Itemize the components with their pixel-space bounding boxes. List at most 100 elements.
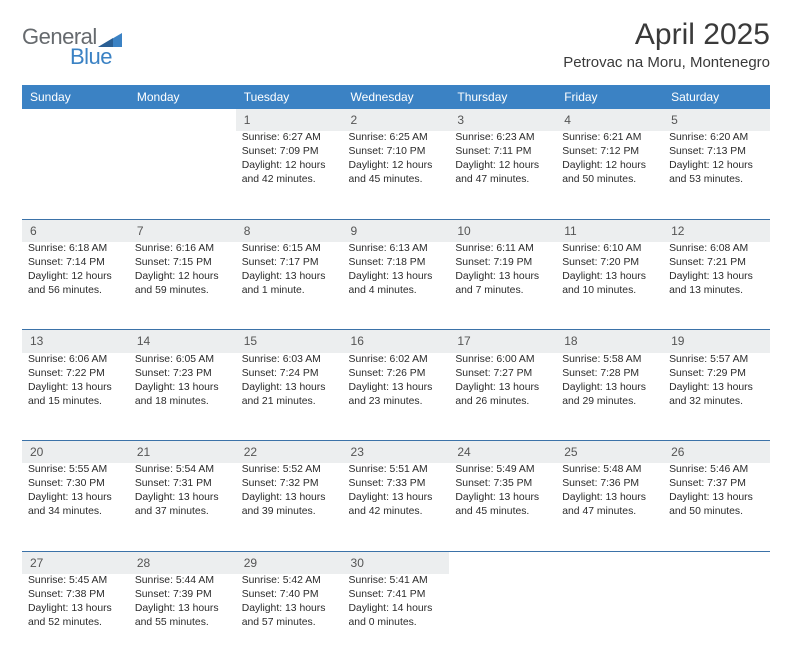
daylight-text-1: Daylight: 13 hours <box>455 381 550 395</box>
sunrise-text: Sunrise: 6:10 AM <box>562 242 657 256</box>
sunrise-text: Sunrise: 5:41 AM <box>349 574 444 588</box>
sunrise-text: Sunrise: 5:42 AM <box>242 574 337 588</box>
sunrise-text: Sunrise: 6:11 AM <box>455 242 550 256</box>
day-number-row: 20212223242526 <box>22 441 770 464</box>
logo: General Blue <box>22 24 122 70</box>
daylight-text-2: and 39 minutes. <box>242 505 337 519</box>
day-detail-cell <box>129 131 236 219</box>
sunrise-text: Sunrise: 6:27 AM <box>242 131 337 145</box>
daylight-text-2: and 29 minutes. <box>562 395 657 409</box>
sunset-text: Sunset: 7:38 PM <box>28 588 123 602</box>
day-detail-cell: Sunrise: 5:57 AMSunset: 7:29 PMDaylight:… <box>663 353 770 441</box>
day-detail-cell <box>449 574 556 662</box>
sunrise-text: Sunrise: 6:05 AM <box>135 353 230 367</box>
day-detail-cell: Sunrise: 6:23 AMSunset: 7:11 PMDaylight:… <box>449 131 556 219</box>
weekday-header-row: Sunday Monday Tuesday Wednesday Thursday… <box>22 85 770 109</box>
day-detail-cell: Sunrise: 6:08 AMSunset: 7:21 PMDaylight:… <box>663 242 770 330</box>
sunset-text: Sunset: 7:35 PM <box>455 477 550 491</box>
day-number-cell: 5 <box>663 109 770 131</box>
daylight-text-1: Daylight: 13 hours <box>455 270 550 284</box>
day-number-cell: 1 <box>236 109 343 131</box>
sunrise-text: Sunrise: 6:03 AM <box>242 353 337 367</box>
daylight-text-1: Daylight: 13 hours <box>28 381 123 395</box>
daylight-text-1: Daylight: 13 hours <box>135 491 230 505</box>
day-detail-cell: Sunrise: 6:00 AMSunset: 7:27 PMDaylight:… <box>449 353 556 441</box>
day-number-cell: 18 <box>556 330 663 353</box>
weekday-header: Tuesday <box>236 85 343 109</box>
sunset-text: Sunset: 7:26 PM <box>349 367 444 381</box>
sunrise-text: Sunrise: 6:02 AM <box>349 353 444 367</box>
day-number-row: 6789101112 <box>22 219 770 242</box>
day-detail-cell: Sunrise: 5:54 AMSunset: 7:31 PMDaylight:… <box>129 463 236 551</box>
day-detail-cell: Sunrise: 6:18 AMSunset: 7:14 PMDaylight:… <box>22 242 129 330</box>
day-detail-row: Sunrise: 5:55 AMSunset: 7:30 PMDaylight:… <box>22 463 770 551</box>
day-number-row: 12345 <box>22 109 770 131</box>
day-number-cell: 19 <box>663 330 770 353</box>
day-number-cell: 11 <box>556 219 663 242</box>
sunrise-text: Sunrise: 6:06 AM <box>28 353 123 367</box>
day-number-cell: 13 <box>22 330 129 353</box>
weekday-header: Monday <box>129 85 236 109</box>
sunrise-text: Sunrise: 6:13 AM <box>349 242 444 256</box>
day-detail-cell: Sunrise: 6:25 AMSunset: 7:10 PMDaylight:… <box>343 131 450 219</box>
day-number-cell: 17 <box>449 330 556 353</box>
day-detail-cell <box>22 131 129 219</box>
sunset-text: Sunset: 7:30 PM <box>28 477 123 491</box>
day-number-cell: 3 <box>449 109 556 131</box>
day-detail-cell: Sunrise: 6:10 AMSunset: 7:20 PMDaylight:… <box>556 242 663 330</box>
daylight-text-1: Daylight: 12 hours <box>349 159 444 173</box>
daylight-text-1: Daylight: 13 hours <box>242 602 337 616</box>
sunset-text: Sunset: 7:11 PM <box>455 145 550 159</box>
sunrise-text: Sunrise: 6:08 AM <box>669 242 764 256</box>
weekday-header: Sunday <box>22 85 129 109</box>
day-number-cell <box>22 109 129 131</box>
daylight-text-2: and 18 minutes. <box>135 395 230 409</box>
sunset-text: Sunset: 7:27 PM <box>455 367 550 381</box>
sunset-text: Sunset: 7:36 PM <box>562 477 657 491</box>
day-number-cell: 27 <box>22 551 129 574</box>
sunrise-text: Sunrise: 5:44 AM <box>135 574 230 588</box>
daylight-text-2: and 53 minutes. <box>669 173 764 187</box>
sunset-text: Sunset: 7:23 PM <box>135 367 230 381</box>
day-detail-cell: Sunrise: 6:16 AMSunset: 7:15 PMDaylight:… <box>129 242 236 330</box>
day-number-cell: 25 <box>556 441 663 464</box>
day-number-cell: 4 <box>556 109 663 131</box>
daylight-text-1: Daylight: 12 hours <box>669 159 764 173</box>
day-number-cell <box>556 551 663 574</box>
sunrise-text: Sunrise: 5:52 AM <box>242 463 337 477</box>
daylight-text-2: and 57 minutes. <box>242 616 337 630</box>
day-number-cell: 14 <box>129 330 236 353</box>
sunset-text: Sunset: 7:29 PM <box>669 367 764 381</box>
sunset-text: Sunset: 7:28 PM <box>562 367 657 381</box>
day-number-cell: 24 <box>449 441 556 464</box>
sunset-text: Sunset: 7:22 PM <box>28 367 123 381</box>
daylight-text-2: and 50 minutes. <box>562 173 657 187</box>
sunrise-text: Sunrise: 6:15 AM <box>242 242 337 256</box>
day-detail-cell: Sunrise: 5:41 AMSunset: 7:41 PMDaylight:… <box>343 574 450 662</box>
day-detail-cell: Sunrise: 5:48 AMSunset: 7:36 PMDaylight:… <box>556 463 663 551</box>
daylight-text-1: Daylight: 13 hours <box>28 602 123 616</box>
daylight-text-1: Daylight: 13 hours <box>562 381 657 395</box>
weekday-header: Friday <box>556 85 663 109</box>
daylight-text-2: and 55 minutes. <box>135 616 230 630</box>
daylight-text-2: and 42 minutes. <box>242 173 337 187</box>
daylight-text-1: Daylight: 13 hours <box>28 491 123 505</box>
daylight-text-1: Daylight: 12 hours <box>455 159 550 173</box>
daylight-text-1: Daylight: 13 hours <box>669 270 764 284</box>
daylight-text-2: and 42 minutes. <box>349 505 444 519</box>
sunrise-text: Sunrise: 5:48 AM <box>562 463 657 477</box>
daylight-text-1: Daylight: 14 hours <box>349 602 444 616</box>
day-detail-row: Sunrise: 6:18 AMSunset: 7:14 PMDaylight:… <box>22 242 770 330</box>
day-number-cell: 21 <box>129 441 236 464</box>
daylight-text-1: Daylight: 12 hours <box>242 159 337 173</box>
daylight-text-1: Daylight: 13 hours <box>455 491 550 505</box>
sunset-text: Sunset: 7:13 PM <box>669 145 764 159</box>
day-number-cell: 9 <box>343 219 450 242</box>
sunrise-text: Sunrise: 5:49 AM <box>455 463 550 477</box>
daylight-text-1: Daylight: 13 hours <box>562 270 657 284</box>
day-number-cell: 15 <box>236 330 343 353</box>
sunrise-text: Sunrise: 5:51 AM <box>349 463 444 477</box>
daylight-text-1: Daylight: 13 hours <box>349 491 444 505</box>
sunrise-text: Sunrise: 5:58 AM <box>562 353 657 367</box>
day-number-cell: 6 <box>22 219 129 242</box>
